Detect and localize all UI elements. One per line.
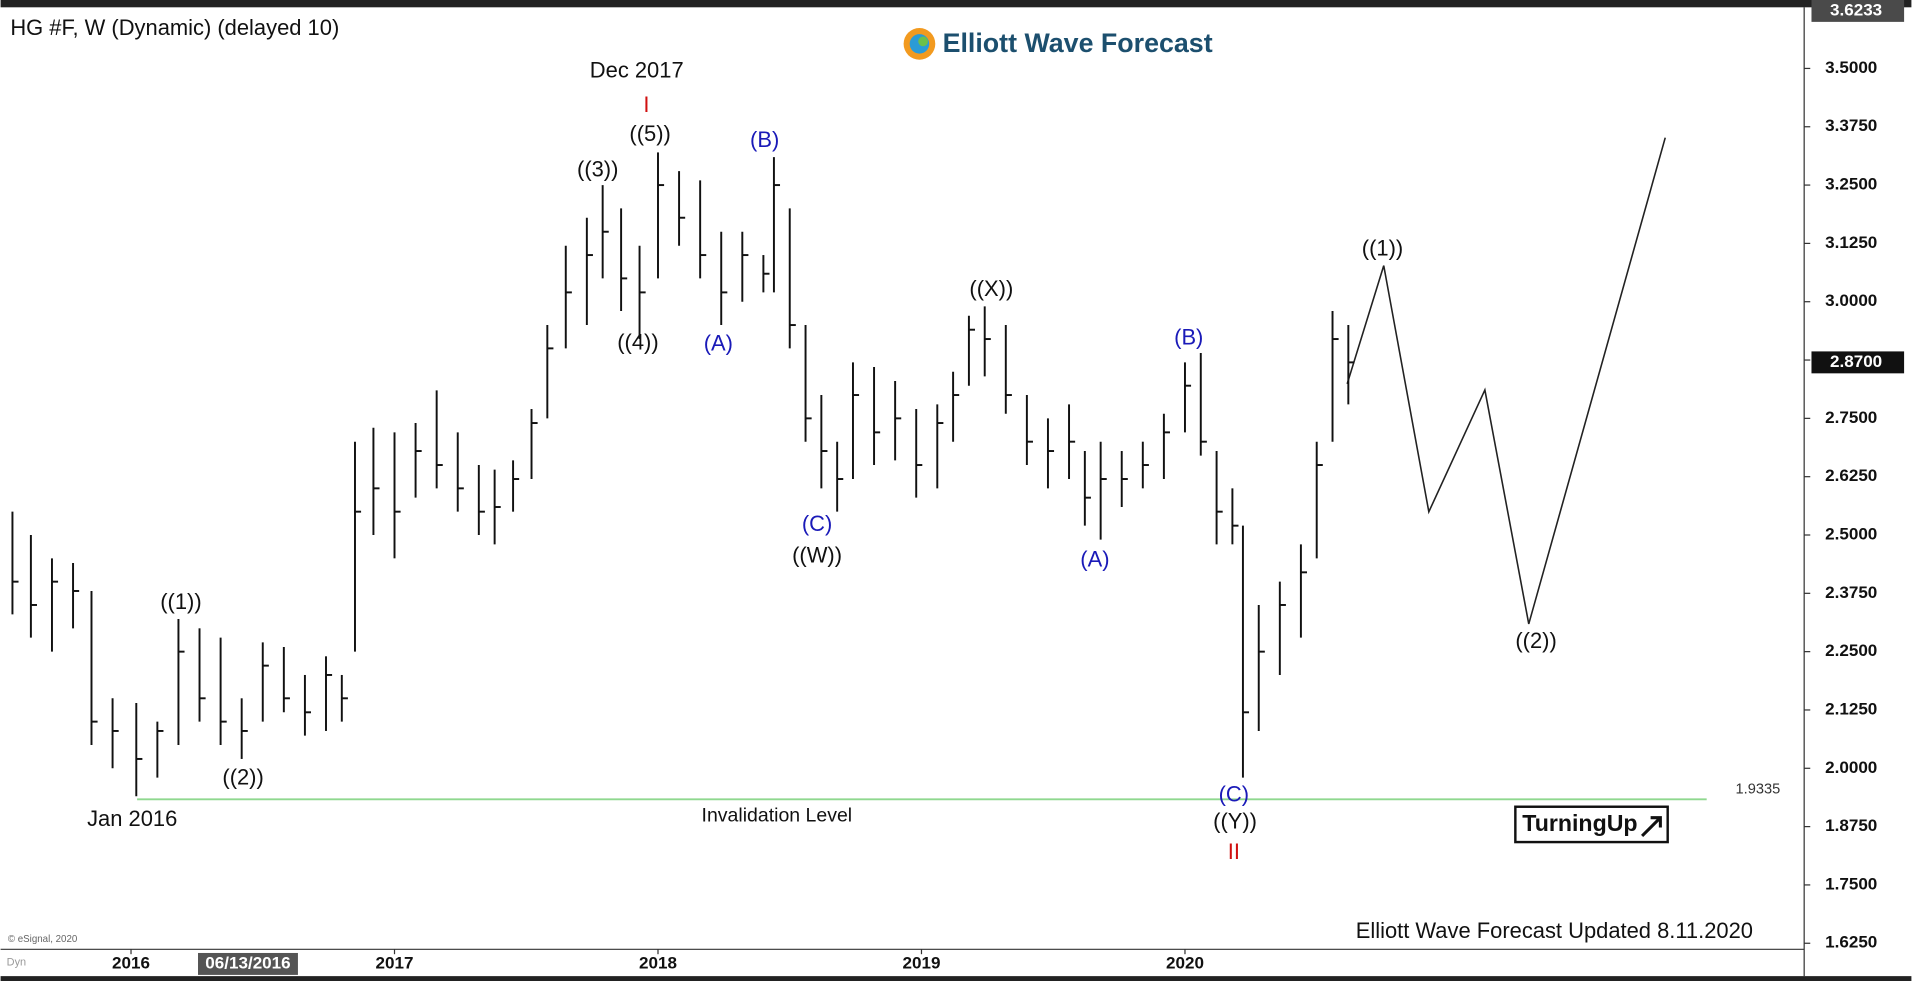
y-tick-label: 2.5000 xyxy=(1825,525,1877,544)
x-tick-label: 2020 xyxy=(1166,953,1204,972)
y-tick-label: 2.3750 xyxy=(1825,583,1877,602)
mode-label: Dyn xyxy=(7,957,26,969)
projection-path xyxy=(1346,137,1667,625)
chart-title: HG #F, W (Dynamic) (delayed 10) xyxy=(10,15,339,40)
y-tick-label: 1.7500 xyxy=(1825,874,1877,893)
x-tick-label: 2018 xyxy=(639,953,677,972)
wave-label: ((Y)) xyxy=(1213,808,1257,833)
price-box-label: 3.6233 xyxy=(1830,0,1882,19)
y-tick-label: 2.2500 xyxy=(1825,641,1877,660)
badge-arrow xyxy=(1641,816,1662,838)
footer: Elliott Wave Forecast Updated 8.11.2020 xyxy=(1356,918,1753,943)
badge-text: TurningUp xyxy=(1522,810,1637,836)
x-tick-label: 2017 xyxy=(376,953,414,972)
invalidation-value: 1.9335 xyxy=(1736,781,1781,797)
y-tick-label: 2.1250 xyxy=(1825,699,1877,718)
y-tick-label: 2.6250 xyxy=(1825,466,1877,485)
wave-label: (A) xyxy=(1080,546,1109,571)
copyright: © eSignal, 2020 xyxy=(8,934,78,945)
y-tick-label: 3.2500 xyxy=(1825,175,1877,194)
wave-label: I xyxy=(643,92,649,117)
wave-label: ((3)) xyxy=(577,156,618,181)
badge-box xyxy=(1514,805,1669,844)
y-tick-label: 2.0000 xyxy=(1825,758,1877,777)
wave-label: ((1)) xyxy=(160,589,201,614)
top-frame xyxy=(0,0,1912,8)
wave-label: (A) xyxy=(704,331,733,356)
wave-label: ((W)) xyxy=(792,543,842,568)
y-tick-label: 1.8750 xyxy=(1825,816,1877,835)
wave-label: (B) xyxy=(750,127,779,152)
x-tick-label: 2019 xyxy=(903,953,941,972)
wave-label: Dec 2017 xyxy=(590,58,684,83)
logo-icon xyxy=(918,36,928,47)
invalidation-label: Invalidation Level xyxy=(702,805,853,827)
price-box xyxy=(1811,351,1905,374)
x-tick-label: 2016 xyxy=(112,953,150,972)
wave-label: ((X)) xyxy=(969,276,1013,301)
y-tick-label: 3.3750 xyxy=(1825,116,1877,135)
wave-label: (B) xyxy=(1174,325,1203,350)
y-tick-label: 3.5000 xyxy=(1825,58,1877,77)
wave-label: ((5)) xyxy=(629,121,670,146)
y-tick-label: 2.7500 xyxy=(1825,408,1877,427)
logo: Elliott Wave Forecast xyxy=(903,28,1213,60)
y-tick-label: 3.0000 xyxy=(1825,291,1877,310)
wave-label: ((4)) xyxy=(617,329,658,354)
wave-label: Jan 2016 xyxy=(87,806,177,831)
bottom-frame xyxy=(0,976,1912,981)
price-box xyxy=(1811,0,1905,22)
wave-label: ((1)) xyxy=(1362,236,1403,261)
logo-text: Elliott Wave Forecast xyxy=(943,28,1213,58)
cursor-label: 06/13/2016 xyxy=(205,953,290,972)
wave-label: ((2)) xyxy=(1515,628,1556,653)
wave-label: ((2)) xyxy=(222,765,263,790)
y-tick-label: 3.1250 xyxy=(1825,233,1877,252)
price-box-label: 2.8700 xyxy=(1830,352,1882,371)
cursor-label-box xyxy=(198,952,298,975)
wave-label: (C) xyxy=(1219,782,1249,807)
y-tick-label: 1.6250 xyxy=(1825,933,1877,952)
wave-label: II xyxy=(1228,839,1240,864)
wave-label: (C) xyxy=(802,511,832,536)
